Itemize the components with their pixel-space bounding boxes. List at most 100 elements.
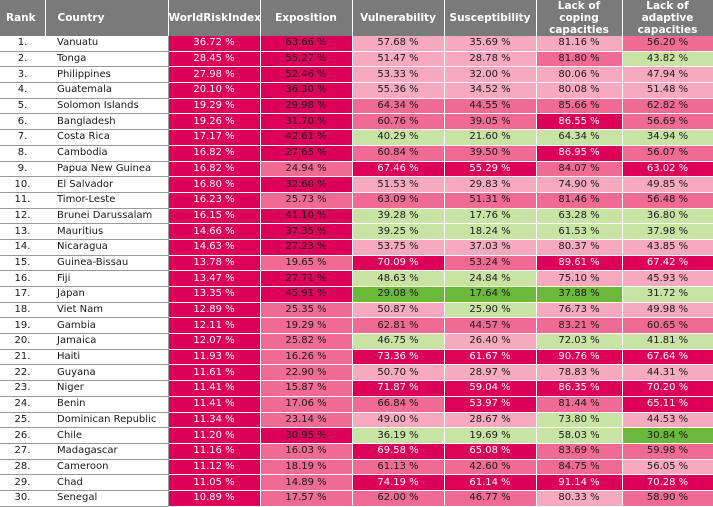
susceptibility-cell: 18.24 % [444,223,537,240]
exposition-cell: 32.60 % [260,176,353,193]
lack-of-adaptive-cell: 70.20 % [622,380,713,397]
worldriskindex-cell: 11.61 % [168,364,261,382]
lack-of-adaptive-cell: 41.81 % [622,333,713,350]
lack-of-coping-cell: 91.14 % [536,474,623,491]
lack-of-adaptive-cell: 70.28 % [622,474,713,491]
table-row: 30. Senegal 10.89 % 17.57 % 62.00 % 46.77 % 80… [0,490,713,507]
table-row: 25. Dominican Republic 11.34 % 23.14 % 49.00… [0,412,713,429]
lack-of-adaptive-cell: 30.84 % [622,427,713,444]
lack-of-coping-cell: 76.73 % [536,302,623,319]
table-row: 3. Philippines 27.98 % 52.46 % 53.33 % 32.00 … [0,66,713,84]
country-cell: Haiti [45,349,169,366]
exposition-cell: 29.98 % [260,98,353,115]
vulnerability-cell: 74.19 % [352,474,445,491]
lack-of-coping-cell: 80.37 % [536,239,623,256]
lack-of-coping-cell: 83.69 % [536,443,623,460]
vulnerability-cell: 61.13 % [352,459,445,476]
country-cell: Niger [45,380,169,397]
worldriskindex-cell: 27.98 % [168,66,261,84]
worldriskindex-cell: 16.82 % [168,161,261,178]
vulnerability-cell: 50.70 % [352,364,445,382]
worldriskindex-cell: 16.82 % [168,145,261,162]
lack-of-coping-cell: 89.61 % [536,255,623,272]
vulnerability-cell: 67.46 % [352,161,445,178]
susceptibility-cell: 39.50 % [444,145,537,162]
worldriskindex-cell: 14.66 % [168,223,261,240]
country-cell: El Salvador [45,176,169,193]
susceptibility-cell: 28.97 % [444,364,537,382]
country-cell: Cambodia [45,145,169,162]
lack-of-adaptive-cell: 56.05 % [622,459,713,476]
susceptibility-cell: 37.03 % [444,239,537,256]
exposition-cell: 22.90 % [260,364,353,382]
lack-of-coping-cell: 72.03 % [536,333,623,350]
susceptibility-cell: 53.24 % [444,255,537,272]
rank-cell: 8. [0,145,45,162]
country-cell: Benin [45,396,169,413]
vulnerability-cell: 66.84 % [352,396,445,413]
rank-cell: 15. [0,255,45,272]
lack-of-coping-cell: 61.53 % [536,223,623,240]
worldriskindex-cell: 16.15 % [168,208,261,225]
vulnerability-cell: 51.53 % [352,176,445,193]
table-row: 15. Guinea-Bissau 13.78 % 19.65 % 70.09 % 53.… [0,255,713,272]
exposition-cell: 37.35 % [260,223,353,240]
susceptibility-cell: 28.67 % [444,412,537,429]
lack-of-adaptive-cell: 31.72 % [622,286,713,303]
table-row: 21. Haiti 11.93 % 16.26 % 73.36 % 61.67 % 90.7… [0,349,713,366]
lack-of-coping-cell: 37.88 % [536,286,623,303]
header-rank: Rank [0,0,46,36]
country-cell: Dominican Republic [45,412,169,429]
susceptibility-cell: 55.29 % [444,161,537,178]
rank-cell: 21. [0,349,45,366]
lack-of-coping-cell: 75.10 % [536,270,623,287]
table-row: 26. Chile 11.20 % 30.95 % 36.19 % 19.69 % 58.0… [0,427,713,444]
lack-of-coping-cell: 80.33 % [536,490,623,507]
table-row: 19. Gambia 12.11 % 19.29 % 62.81 % 44.57 % 83.… [0,317,713,335]
rank-cell: 3. [0,66,45,84]
country-cell: Cameroon [45,459,169,476]
table-row: 22. Guyana 11.61 % 22.90 % 50.70 % 28.97 % 78.… [0,364,713,382]
susceptibility-cell: 42.60 % [444,459,537,476]
table-row: 20. Jamaica 12.07 % 25.82 % 46.75 % 26.40 % 72… [0,333,713,350]
country-cell: Timor-Leste [45,192,169,209]
rank-cell: 9. [0,161,45,178]
lack-of-adaptive-cell: 37.98 % [622,223,713,240]
rank-cell: 26. [0,427,45,444]
susceptibility-cell: 34.52 % [444,82,537,99]
lack-of-coping-cell: 86.95 % [536,145,623,162]
exposition-cell: 31.70 % [260,113,353,131]
country-cell: Brunei Darussalam [45,208,169,225]
lack-of-adaptive-cell: 43.85 % [622,239,713,256]
susceptibility-cell: 28.78 % [444,51,537,68]
header-country: Country [45,0,169,36]
table-row: 9. Papua New Guinea 16.82 % 24.94 % 67.46 % 5… [0,161,713,178]
worldriskindex-cell: 11.41 % [168,380,261,397]
exposition-cell: 27.71 % [260,270,353,287]
exposition-cell: 16.26 % [260,349,353,366]
exposition-cell: 17.57 % [260,490,353,507]
rank-cell: 10. [0,176,45,193]
vulnerability-cell: 39.28 % [352,208,445,225]
lack-of-coping-cell: 80.06 % [536,66,623,84]
susceptibility-cell: 26.40 % [444,333,537,350]
country-cell: Senegal [45,490,169,507]
worldriskindex-cell: 28.45 % [168,51,261,68]
vulnerability-cell: 63.09 % [352,192,445,209]
worldriskindex-cell: 16.80 % [168,176,261,193]
worldriskindex-cell: 13.47 % [168,270,261,287]
exposition-cell: 18.19 % [260,459,353,476]
country-cell: Guatemala [45,82,169,99]
table-row: 16. Fiji 13.47 % 27.71 % 48.63 % 24.84 % 75.10… [0,270,713,287]
rank-cell: 23. [0,380,45,397]
susceptibility-cell: 35.69 % [444,36,537,52]
rank-cell: 30. [0,490,45,507]
table-row: 8. Cambodia 16.82 % 27.65 % 60.84 % 39.50 % 86… [0,145,713,162]
susceptibility-cell: 24.84 % [444,270,537,287]
worldriskindex-cell: 13.35 % [168,286,261,303]
worldriskindex-cell: 19.26 % [168,113,261,131]
country-cell: Fiji [45,270,169,287]
header-susceptibility: Susceptibility [444,0,537,36]
vulnerability-cell: 51.47 % [352,51,445,68]
rank-cell: 19. [0,317,45,335]
